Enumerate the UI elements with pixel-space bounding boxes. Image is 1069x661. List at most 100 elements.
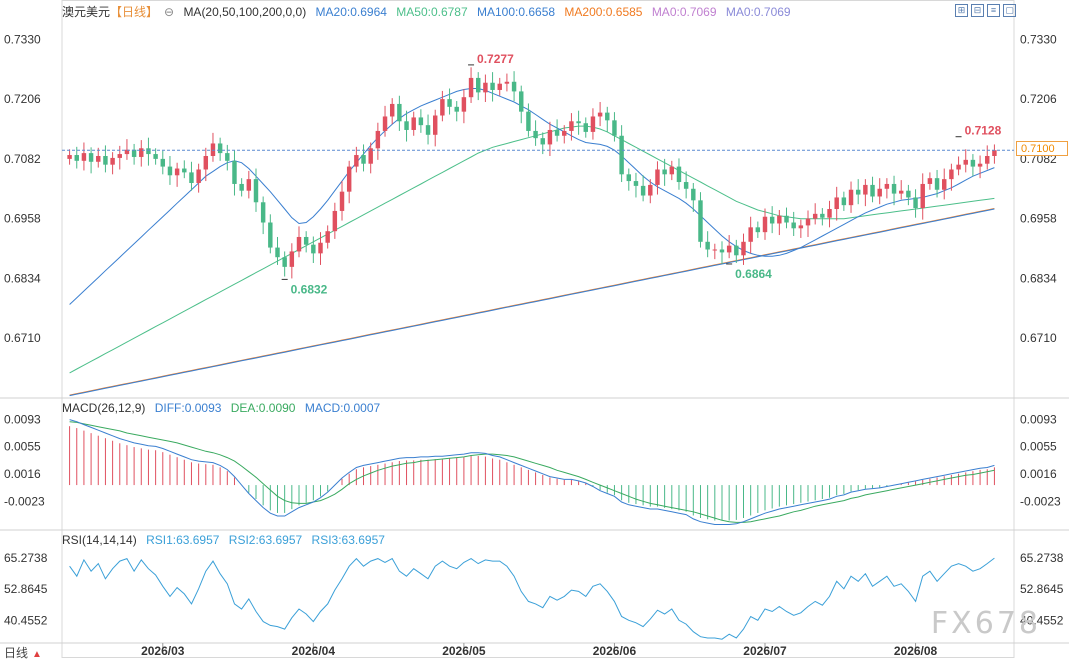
candle-body [655, 169, 660, 185]
candle-body [454, 106, 459, 112]
price-annotations: 0.7277 0.6832 0.6864 0.7128 [281, 52, 1002, 296]
time-tick-label: 2026/03 [141, 644, 185, 658]
candle-body [318, 242, 323, 254]
candle-body [906, 190, 911, 198]
candle-body [834, 197, 839, 210]
candle-body [597, 112, 603, 117]
candle-body [139, 148, 144, 157]
low-price-label: 0.6864 [735, 267, 772, 281]
ma-params-label: MA(20,50,100,200,0,0) [183, 5, 307, 19]
candle-body [311, 244, 316, 254]
candle-body [791, 222, 796, 229]
rsi1-value: RSI1:63.6957 [146, 533, 220, 547]
candle-body [282, 257, 287, 267]
candle-body [117, 154, 122, 158]
candle-body [669, 166, 675, 175]
candle-body [81, 153, 87, 161]
timeframe-selector[interactable]: 日线 ▲ [4, 644, 42, 661]
current-price-tag: 0.7100 [1016, 141, 1068, 156]
ma0-value-a: MA0:0.7069 [651, 5, 717, 19]
candle-body [920, 183, 925, 209]
candle-body [748, 227, 753, 242]
ma20-line [69, 88, 995, 305]
candle-body [296, 236, 302, 252]
ma50-value: MA50:0.6787 [396, 5, 468, 19]
candle-body [691, 188, 696, 201]
candle-body [705, 241, 710, 250]
candle-body [354, 155, 359, 167]
rsi-tick-label-right: 65.2738 [1020, 551, 1064, 565]
candle-body [769, 216, 775, 224]
ma100-line [69, 208, 995, 397]
candle-body [605, 112, 610, 121]
candle-body [225, 153, 230, 161]
candle-body [863, 184, 868, 195]
ma50-line [69, 125, 995, 374]
candle-body [217, 143, 223, 154]
candle-body [726, 245, 732, 253]
price-tick-label-right: 0.6710 [1020, 331, 1057, 345]
time-tick-label: 2026/08 [894, 644, 938, 658]
candle-body [239, 183, 244, 191]
candle-body [820, 213, 825, 218]
indicator-settings-icon[interactable]: ⊖ [164, 5, 175, 19]
candle-body [490, 82, 495, 90]
macd-tick-label-right: -0.0023 [1020, 494, 1061, 508]
candle-body [382, 116, 388, 131]
zoom-out-icon[interactable]: ⊟ [971, 4, 984, 17]
candle-body [805, 218, 811, 226]
timeframe-tag[interactable]: 【日线】 [110, 5, 159, 19]
price-tick-label-left: 0.7206 [4, 92, 41, 106]
candle-body [540, 138, 545, 145]
candle-body [827, 209, 832, 218]
plot-frame [61, 0, 1015, 658]
price-tick-label-left: 0.6710 [4, 331, 41, 345]
candle-body [576, 121, 581, 124]
candle-body [734, 245, 739, 256]
candle-body [562, 130, 567, 136]
macd-diff-line [69, 419, 995, 525]
candle-body [88, 153, 94, 162]
price-tick-label-right: 0.7206 [1020, 92, 1057, 106]
candle-body [74, 155, 79, 161]
ma0-value-b: MA0:0.7069 [725, 5, 791, 19]
zoom-in-icon[interactable]: ⊞ [955, 4, 968, 17]
candle-body [547, 129, 553, 145]
macd-tick-label-left: -0.0023 [4, 494, 45, 508]
candle-body [698, 200, 703, 242]
price-tick-label-left: 0.6834 [4, 271, 41, 285]
macd-params-label: MACD(26,12,9) [62, 401, 146, 415]
settings-icon[interactable]: ≡ [987, 4, 1000, 17]
candle-body [977, 163, 983, 167]
candle-body [160, 158, 166, 167]
moving-average-lines [69, 88, 995, 397]
macd-tick-label-left: 0.0093 [4, 413, 41, 427]
candle-body [440, 99, 445, 116]
candle-body [196, 169, 201, 183]
candle-body [389, 103, 395, 117]
candle-body [626, 174, 632, 182]
minimize-icon[interactable]: ▢ [1003, 4, 1016, 17]
rsi-header: RSI(14,14,14) RSI1:63.6957 RSI2:63.6957 … [62, 532, 391, 548]
candle-body [590, 116, 596, 132]
price-tick-label-right: 0.6834 [1020, 271, 1057, 285]
candle-body [533, 130, 538, 139]
candle-body [131, 149, 137, 157]
price-header: 澳元美元【日线】 ⊖ MA(20,50,100,200,0,0) MA20:0.6… [62, 4, 797, 20]
candle-body [676, 166, 682, 183]
price-tick-label-left: 0.7330 [4, 32, 41, 46]
candle-body [189, 172, 194, 183]
candle-body [368, 148, 373, 164]
candle-body [203, 155, 209, 170]
price-tick-label-left: 0.6958 [4, 212, 41, 226]
candle-body [741, 241, 746, 256]
candle-body [461, 97, 467, 112]
rsi2-value: RSI2:63.6957 [228, 533, 303, 547]
candle-body [719, 249, 725, 253]
rsi-panel [69, 557, 995, 640]
rsi-tick-label-left: 40.4552 [4, 613, 48, 627]
price-tick-label-right: 0.7330 [1020, 32, 1057, 46]
macd-tick-label-right: 0.0016 [1020, 467, 1057, 481]
candle-body [96, 155, 101, 162]
